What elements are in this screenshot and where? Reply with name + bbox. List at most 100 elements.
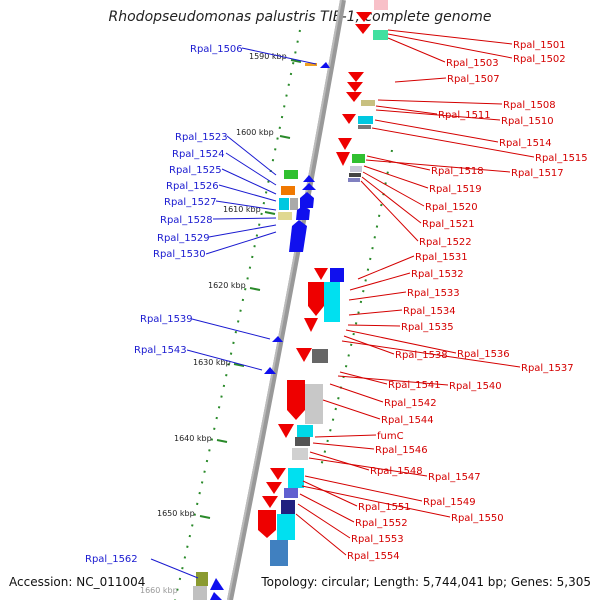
gene-arrow	[314, 268, 328, 280]
gene-label: Rpal_1549	[423, 497, 476, 508]
gene-arrow	[300, 192, 314, 208]
accession-label: Accession: NC_011004	[9, 575, 146, 589]
gene-feature	[281, 186, 295, 195]
gene-label: Rpal_1548	[370, 466, 423, 477]
tick-mark	[216, 439, 228, 443]
gene-feature	[295, 437, 310, 446]
gene-arrow	[302, 183, 316, 190]
gene-feature	[284, 488, 298, 498]
gene-arrow	[289, 220, 307, 252]
right-labels: Rpal_1501 Rpal_1502 Rpal_1503 Rpal_1507 …	[347, 40, 588, 562]
tick-label: 1590 kbp	[249, 52, 287, 61]
gene-label: Rpal_1562	[85, 554, 138, 565]
gene-label: Rpal_1518	[431, 166, 484, 177]
gene-label: Rpal_1552	[355, 518, 408, 529]
gene-arrow	[356, 12, 372, 22]
gene-label: Rpal_1511	[438, 110, 491, 121]
gene-arrow	[296, 348, 312, 362]
gene-feature	[373, 30, 388, 40]
gene-label: Rpal_1503	[446, 58, 499, 69]
gene-label: Rpal_1551	[358, 502, 411, 513]
reverse-strand-genes	[193, 62, 330, 600]
tick-mark	[264, 211, 276, 215]
gene-label: Rpal_1507	[447, 74, 500, 85]
gene-label: Rpal_1501	[513, 40, 566, 51]
gene-feature	[324, 282, 340, 322]
gene-arrow	[347, 82, 363, 92]
gene-feature	[196, 572, 208, 586]
gene-label: Rpal_1554	[347, 551, 400, 562]
gene-feature	[312, 349, 328, 363]
tick-label: 1660 kbp	[140, 586, 178, 595]
gene-arrow	[278, 424, 294, 438]
gene-label: Rpal_1527	[164, 197, 217, 208]
gene-feature	[284, 170, 298, 179]
outer-dotted-arc	[319, 149, 393, 471]
gene-label: Rpal_1514	[499, 138, 552, 149]
gene-arrow	[210, 592, 222, 600]
gene-feature	[281, 500, 295, 514]
gene-label: Rpal_1528	[160, 215, 213, 226]
gene-label: Rpal_1510	[501, 116, 554, 127]
gene-label: Rpal_1524	[172, 149, 225, 160]
gene-label: Rpal_1546	[375, 445, 428, 456]
gene-label: Rpal_1517	[511, 168, 564, 179]
gene-feature	[278, 212, 292, 220]
map-title: Rhodopseudomonas palustris TIE-1, comple…	[108, 9, 492, 25]
gene-label: Rpal_1539	[140, 314, 193, 325]
gene-arrow	[304, 318, 318, 332]
gene-label: Rpal_1536	[457, 349, 510, 360]
gene-arrow	[264, 367, 276, 374]
gene-feature	[358, 116, 373, 124]
gene-feature	[352, 154, 365, 163]
tick-label: 1640 kbp	[174, 434, 212, 443]
gene-arrow	[303, 175, 315, 182]
gene-arrow	[320, 62, 330, 68]
gene-feature	[374, 0, 388, 10]
gene-arrow	[342, 114, 356, 124]
tick-mark	[199, 515, 211, 519]
forward-strand-genes	[258, 0, 388, 566]
gene-label: Rpal_1506	[190, 44, 243, 55]
gene-feature	[358, 125, 371, 129]
genome-summary: Topology: circular; Length: 5,744,041 bp…	[261, 575, 591, 589]
gene-feature	[361, 100, 375, 106]
gene-label: Rpal_1544	[381, 415, 434, 426]
gene-arrow	[336, 152, 350, 166]
left-connectors	[150, 47, 317, 579]
gene-label: Rpal_1525	[169, 165, 222, 176]
gene-arrow	[272, 336, 283, 342]
tick-mark	[249, 287, 261, 291]
gene-arrow	[262, 496, 278, 508]
genome-backbone	[227, 0, 346, 600]
gene-feature	[348, 178, 360, 182]
gene-label: Rpal_1533	[407, 288, 460, 299]
gene-arrow	[287, 380, 305, 420]
gene-feature	[279, 198, 289, 210]
gene-feature	[193, 586, 207, 600]
gene-feature	[288, 468, 304, 488]
gene-label: Rpal_1508	[503, 100, 556, 111]
inner-dotted-arc	[174, 29, 301, 600]
gene-feature	[270, 540, 288, 566]
gene-arrow	[270, 468, 286, 480]
tick-label: 1620 kbp	[208, 281, 246, 290]
tick-label: 1610 kbp	[223, 205, 261, 214]
tick-label: 1600 kbp	[236, 128, 274, 137]
gene-arrow	[296, 206, 310, 220]
gene-label: Rpal_1522	[419, 237, 472, 248]
gene-feature	[292, 448, 308, 460]
gene-feature	[297, 425, 313, 437]
gene-arrow	[338, 138, 352, 150]
gene-label: Rpal_1538	[395, 350, 448, 361]
gene-arrow	[266, 482, 282, 494]
gene-label: Rpal_1531	[415, 252, 468, 263]
gene-feature	[305, 384, 323, 424]
gene-label: Rpal_1543	[134, 345, 187, 356]
gene-label: Rpal_1547	[428, 472, 481, 483]
gene-label: Rpal_1526	[166, 181, 219, 192]
gene-feature	[277, 514, 295, 540]
tick-mark	[279, 135, 291, 139]
gene-feature	[290, 198, 298, 210]
